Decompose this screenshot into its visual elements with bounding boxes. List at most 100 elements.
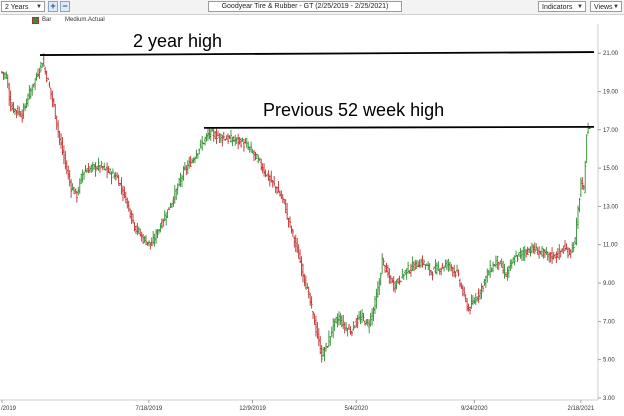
price-bar bbox=[411, 256, 414, 271]
price-bar bbox=[245, 137, 248, 148]
price-bar bbox=[137, 226, 140, 235]
price-bar bbox=[399, 280, 402, 283]
price-bar bbox=[372, 306, 375, 322]
price-bar bbox=[304, 275, 307, 290]
price-bar bbox=[240, 138, 243, 148]
price-bar bbox=[65, 160, 68, 175]
price-bar bbox=[471, 295, 474, 306]
price-bar bbox=[333, 318, 336, 332]
price-bar bbox=[502, 260, 505, 274]
price-bar bbox=[343, 322, 346, 334]
price-bar bbox=[37, 68, 39, 78]
price-bar bbox=[48, 81, 51, 88]
price-bars bbox=[1, 53, 591, 363]
price-bar bbox=[255, 153, 258, 159]
price-bar bbox=[286, 202, 289, 220]
price-bar bbox=[117, 174, 120, 186]
y-tick-label: 17.00 bbox=[603, 128, 619, 134]
price-bar bbox=[61, 136, 64, 155]
price-bar bbox=[543, 249, 546, 258]
price-bar bbox=[67, 165, 70, 180]
price-bar bbox=[147, 240, 150, 247]
price-bar bbox=[313, 313, 316, 325]
price-bar bbox=[81, 169, 84, 183]
y-tick-label: 11.00 bbox=[603, 243, 618, 249]
price-bar bbox=[296, 238, 299, 254]
price-bar bbox=[287, 217, 290, 228]
price-bar bbox=[441, 263, 444, 269]
price-bar bbox=[90, 164, 93, 173]
price-bar bbox=[162, 218, 165, 227]
price-bar bbox=[522, 246, 525, 261]
price-bar bbox=[352, 321, 355, 331]
price-bar bbox=[166, 209, 169, 219]
price-bar bbox=[358, 311, 361, 321]
price-bar bbox=[433, 266, 435, 270]
range-select[interactable]: 2 Years ▼ bbox=[1, 1, 45, 12]
price-bar bbox=[565, 243, 568, 250]
price-bar bbox=[529, 246, 532, 257]
price-bar bbox=[97, 157, 100, 171]
price-bar bbox=[345, 322, 348, 331]
chart-title: Goodyear Tire & Rubber - GT (2/25/2019 -… bbox=[208, 1, 402, 12]
price-bar bbox=[451, 266, 454, 277]
price-bar bbox=[373, 295, 376, 315]
price-bar bbox=[301, 263, 304, 283]
price-bar bbox=[368, 319, 371, 334]
price-bar bbox=[309, 292, 312, 306]
price-bar bbox=[494, 255, 497, 268]
price-bar bbox=[369, 312, 372, 327]
price-bar bbox=[431, 271, 434, 281]
price-bar bbox=[425, 263, 428, 266]
price-bar bbox=[299, 249, 302, 263]
price-bar bbox=[80, 173, 83, 185]
price-bar bbox=[225, 135, 228, 140]
x-tick-label: 5/4/2020 bbox=[345, 406, 369, 412]
price-bar bbox=[564, 240, 567, 252]
price-bar bbox=[100, 160, 103, 168]
price-bar bbox=[250, 141, 253, 153]
price-bar bbox=[208, 128, 211, 140]
indicators-select[interactable]: Indicators ▼ bbox=[538, 1, 586, 12]
y-tick-label: 15.00 bbox=[603, 166, 619, 172]
price-bar bbox=[525, 249, 528, 258]
chevron-down-icon: ▼ bbox=[36, 4, 42, 10]
price-bar bbox=[140, 231, 143, 242]
zoom-out-button[interactable]: − bbox=[60, 1, 70, 12]
price-bar bbox=[323, 346, 326, 362]
price-bar bbox=[24, 103, 27, 112]
views-select[interactable]: Views ▼ bbox=[590, 1, 622, 12]
price-bar bbox=[142, 233, 145, 244]
price-bar bbox=[238, 137, 241, 145]
price-bar bbox=[2, 71, 5, 80]
price-bar bbox=[457, 269, 460, 277]
price-bar bbox=[418, 259, 421, 268]
price-bar bbox=[303, 274, 306, 287]
price-bar bbox=[49, 88, 52, 100]
price-bar bbox=[473, 297, 476, 304]
price-bar bbox=[476, 296, 479, 302]
price-bar bbox=[513, 255, 516, 266]
price-bar bbox=[73, 186, 75, 195]
price-bar bbox=[307, 286, 310, 299]
price-bar bbox=[346, 328, 349, 337]
price-bar bbox=[391, 277, 394, 283]
price-bar bbox=[253, 150, 255, 162]
price-bar bbox=[188, 156, 191, 169]
price-bar bbox=[546, 251, 549, 261]
prev-52w-high-label: Previous 52 week high bbox=[263, 100, 444, 120]
price-bar bbox=[182, 165, 185, 181]
price-bar bbox=[523, 245, 526, 262]
price-bar bbox=[499, 260, 502, 265]
y-tick-label: 13.00 bbox=[603, 204, 619, 210]
price-bar bbox=[157, 229, 160, 234]
price-bar bbox=[349, 326, 352, 335]
price-bar bbox=[199, 139, 202, 149]
price-bar bbox=[28, 85, 31, 100]
price-bar bbox=[126, 197, 129, 209]
zoom-in-button[interactable]: + bbox=[48, 1, 58, 12]
price-bar bbox=[420, 258, 423, 268]
price-bar bbox=[35, 72, 38, 81]
price-bar bbox=[366, 318, 369, 327]
